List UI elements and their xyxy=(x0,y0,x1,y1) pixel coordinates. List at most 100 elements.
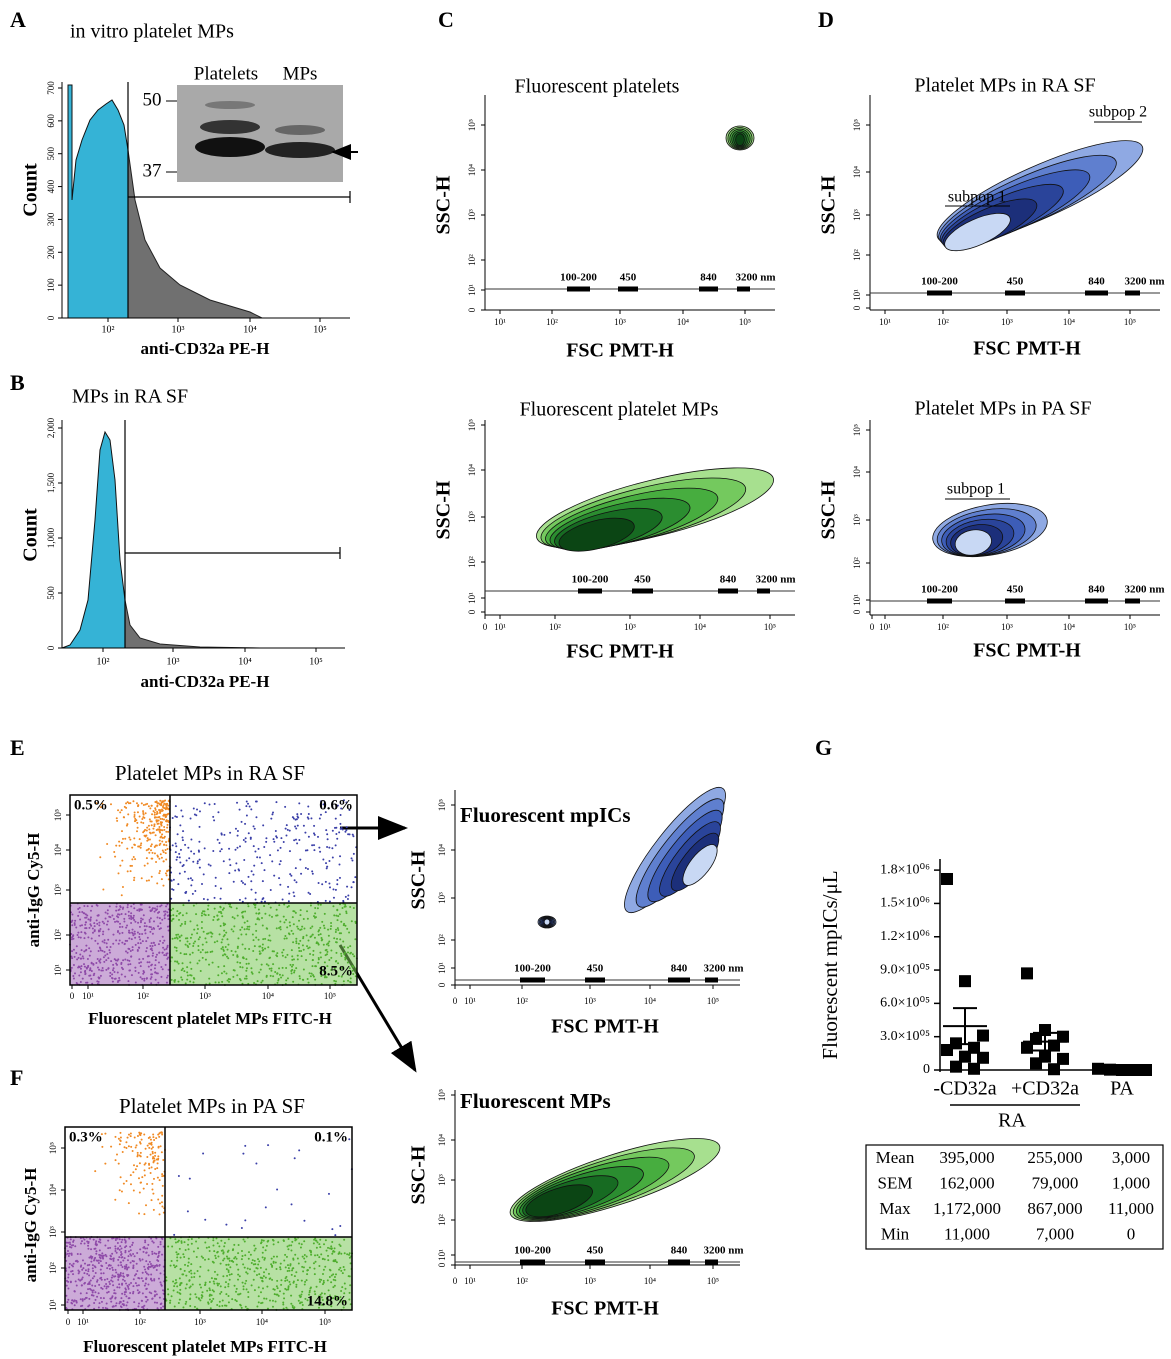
event-dot xyxy=(186,1264,189,1267)
event-dot xyxy=(233,1257,236,1260)
event-dot xyxy=(254,1247,257,1250)
y-tick-label: 10⁵ xyxy=(852,424,862,436)
event-dot xyxy=(295,937,298,940)
event-dot xyxy=(339,1245,342,1248)
event-dot xyxy=(294,838,297,841)
size-bead xyxy=(578,588,602,594)
event-dot xyxy=(115,905,118,908)
event-dot xyxy=(332,1273,335,1276)
event-dot xyxy=(179,1268,182,1271)
event-dot xyxy=(147,824,150,827)
event-dot xyxy=(127,1287,130,1290)
event-dot xyxy=(335,928,338,931)
event-dot xyxy=(288,1244,291,1247)
event-dot xyxy=(126,1301,129,1304)
event-dot xyxy=(142,914,145,917)
event-dot xyxy=(146,862,149,865)
event-dot xyxy=(244,1219,247,1222)
event-dot xyxy=(293,839,296,842)
event-dot xyxy=(161,1194,164,1197)
event-dot xyxy=(145,947,148,950)
event-dot xyxy=(186,966,189,969)
event-dot xyxy=(225,1263,228,1266)
event-dot xyxy=(136,811,139,814)
event-dot xyxy=(129,1253,132,1256)
event-dot xyxy=(306,917,309,920)
event-dot xyxy=(304,1297,307,1300)
event-dot xyxy=(125,824,128,827)
event-dot xyxy=(118,1275,121,1278)
event-dot xyxy=(260,862,263,865)
event-dot xyxy=(295,1238,298,1241)
event-dot xyxy=(132,1189,135,1192)
event-dot xyxy=(225,931,228,934)
x-tick-label: 0 xyxy=(483,622,488,632)
event-dot xyxy=(225,1268,228,1271)
event-dot xyxy=(166,870,169,873)
event-dot xyxy=(75,1300,78,1303)
event-dot xyxy=(153,967,156,970)
event-dot xyxy=(321,1272,324,1275)
event-dot xyxy=(338,1268,341,1271)
event-dot xyxy=(181,962,184,965)
event-dot xyxy=(306,1273,309,1276)
event-dot xyxy=(254,800,257,803)
event-dot xyxy=(323,1258,326,1261)
x-tick-label: 10³ xyxy=(614,317,626,327)
event-dot xyxy=(131,858,134,861)
event-dot xyxy=(77,1272,80,1275)
event-dot xyxy=(68,1241,71,1244)
event-dot xyxy=(184,937,187,940)
event-dot xyxy=(121,837,124,840)
event-dot xyxy=(117,1278,120,1281)
event-dot xyxy=(165,981,168,984)
panel-letter: B xyxy=(10,370,25,395)
event-dot xyxy=(216,1242,219,1245)
event-dot xyxy=(246,925,249,928)
event-dot xyxy=(141,1176,144,1179)
event-dot xyxy=(153,910,156,913)
event-dot xyxy=(204,1284,207,1287)
event-dot xyxy=(112,917,115,920)
event-dot xyxy=(266,1240,269,1243)
data-point xyxy=(950,1060,962,1073)
event-dot xyxy=(151,954,154,957)
event-dot xyxy=(226,948,229,951)
event-dot xyxy=(242,1288,245,1291)
event-dot xyxy=(158,1213,161,1216)
event-dot xyxy=(129,1183,132,1186)
event-dot xyxy=(268,934,271,937)
size-label: 840 xyxy=(1088,584,1105,596)
event-dot xyxy=(98,968,101,971)
event-dot xyxy=(333,967,336,970)
event-dot xyxy=(145,1288,148,1291)
event-dot xyxy=(143,864,146,867)
event-dot xyxy=(156,905,159,908)
event-dot xyxy=(201,948,204,951)
event-dot xyxy=(312,949,315,952)
event-dot xyxy=(257,1301,260,1304)
x-tick-label: 10⁴ xyxy=(1063,317,1075,327)
event-dot xyxy=(239,979,242,982)
event-dot xyxy=(201,883,204,886)
event-dot xyxy=(263,869,266,872)
event-dot xyxy=(269,1299,272,1302)
event-dot xyxy=(261,924,264,927)
event-dot xyxy=(159,905,162,908)
event-dot xyxy=(183,870,186,873)
y-tick-label: 10² xyxy=(437,934,447,946)
event-dot xyxy=(86,1264,89,1267)
event-dot xyxy=(107,1285,110,1288)
event-dot xyxy=(193,928,196,931)
event-dot xyxy=(178,936,181,939)
event-dot xyxy=(255,958,258,961)
event-dot xyxy=(126,1259,129,1262)
event-dot xyxy=(306,910,309,913)
event-dot xyxy=(351,964,354,967)
event-dot xyxy=(173,969,176,972)
event-dot xyxy=(138,1257,141,1260)
event-dot xyxy=(327,944,330,947)
event-dot xyxy=(327,1192,330,1195)
event-dot xyxy=(173,1233,176,1236)
event-dot xyxy=(262,897,265,900)
